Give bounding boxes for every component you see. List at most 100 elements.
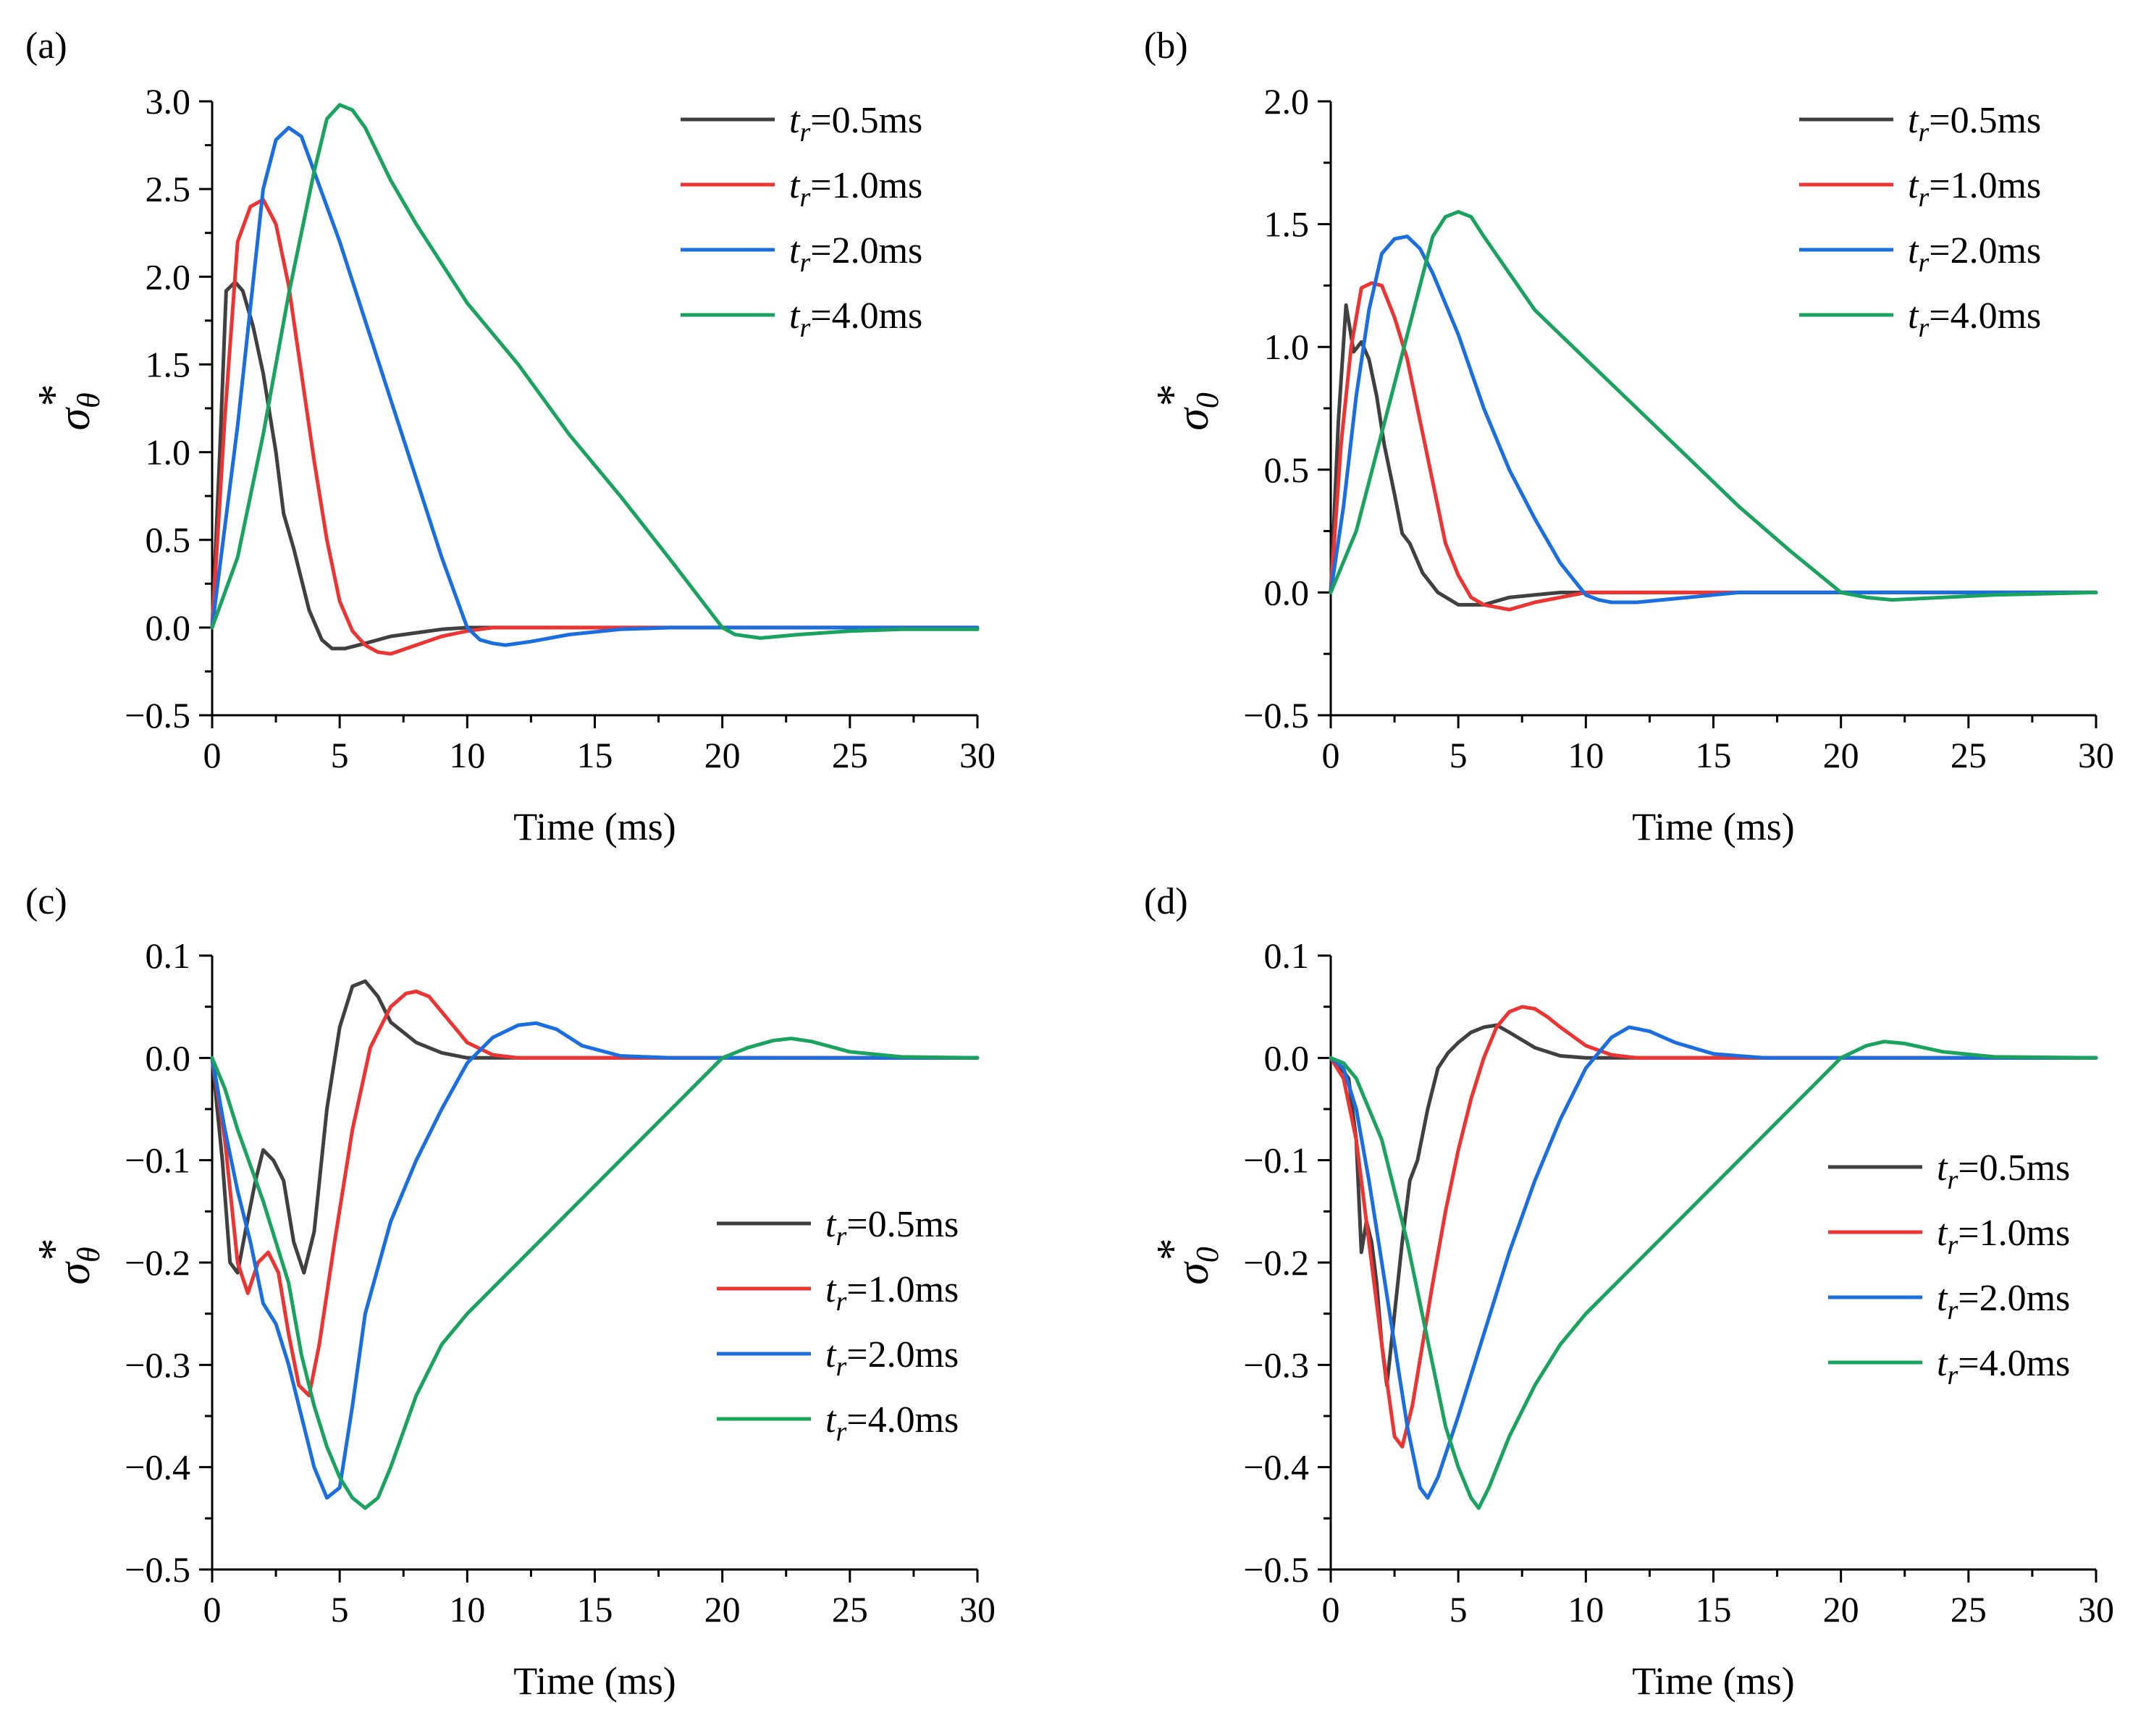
y-axis-symbol: σ xyxy=(50,1261,99,1285)
legend-var: t xyxy=(825,1269,837,1310)
y-tick-label: 1.0 xyxy=(146,432,191,473)
legend-label-2.0ms: tr=2.0ms xyxy=(789,230,922,278)
x-tick-label: 20 xyxy=(704,1589,741,1630)
y-tick-label: 2.5 xyxy=(146,169,191,209)
y-tick-label: 1.5 xyxy=(1264,204,1310,245)
legend-sub: r xyxy=(799,248,810,278)
y-axis-title: σ0* xyxy=(1148,386,1225,431)
y-tick-label: 0.0 xyxy=(1264,1037,1310,1078)
y-tick-label: −0.5 xyxy=(1243,695,1309,736)
legend-label-0.5ms: tr=0.5ms xyxy=(1908,100,2041,148)
legend-label-0.5ms: tr=0.5ms xyxy=(1937,1147,2070,1195)
x-tick-label: 5 xyxy=(1449,735,1468,775)
legend-sub: r xyxy=(1947,1230,1958,1260)
x-tick-label: 15 xyxy=(577,735,613,775)
panel-a-label: (a) xyxy=(25,25,67,67)
legend-value: =0.5ms xyxy=(846,1204,959,1245)
series-line-4.0ms xyxy=(1329,210,2098,602)
y-tick-label: 1.0 xyxy=(1264,326,1310,367)
y-axis-title: σ0* xyxy=(1148,1240,1225,1285)
series-line-0.5ms xyxy=(1329,1023,2098,1388)
series-line-0.5ms xyxy=(210,280,980,651)
legend-var: t xyxy=(789,295,801,337)
legend-var: t xyxy=(1937,1213,1948,1254)
legend-label-0.5ms: tr=0.5ms xyxy=(789,100,922,148)
legend-sub: r xyxy=(1918,248,1929,278)
legend-sub: r xyxy=(1918,313,1929,343)
series-line-2.0ms xyxy=(210,125,980,647)
y-tick-label: 2.0 xyxy=(146,256,191,297)
legend-sub: r xyxy=(836,1352,846,1382)
legend-value: =4.0ms xyxy=(1929,295,2041,337)
panel-d: (d) 0 5 10 15 20 25 30 −0.5 −0.4 −0.3 −0.2 −0.1 0.0 0.… xyxy=(1144,881,2114,1703)
legend-var: t xyxy=(1908,100,1919,141)
legend-sub: r xyxy=(799,182,810,213)
y-tick-label: 3.0 xyxy=(146,81,191,122)
legend-label-4.0ms: tr=4.0ms xyxy=(1937,1343,2070,1391)
x-tick-label: 20 xyxy=(1823,1589,1859,1630)
y-tick-label: −0.4 xyxy=(1243,1447,1309,1488)
y-tick-label: 0.1 xyxy=(146,935,191,976)
legend-var: t xyxy=(789,100,801,141)
legend-label-2.0ms: tr=2.0ms xyxy=(1908,230,2041,278)
series-line-1.0ms xyxy=(1329,281,2098,612)
x-tick-label: 5 xyxy=(331,1589,349,1630)
y-tick-label: 0.0 xyxy=(1264,572,1310,612)
series-line-2.0ms xyxy=(1329,1025,2098,1500)
y-tick-label: −0.5 xyxy=(125,1549,190,1590)
y-tick-label: −0.2 xyxy=(125,1242,190,1283)
x-tick-label: 30 xyxy=(959,735,996,775)
y-tick-label: −0.2 xyxy=(1243,1242,1309,1283)
series-line-1.0ms xyxy=(1329,1005,2098,1449)
x-tick-label: 0 xyxy=(1322,1589,1340,1630)
legend-value: =4.0ms xyxy=(846,1399,959,1441)
legend-label-1.0ms: tr=1.0ms xyxy=(825,1269,959,1317)
y-axis-subscript: θ xyxy=(71,1247,106,1263)
y-tick-label: −0.3 xyxy=(125,1344,190,1385)
y-axis-superscript: * xyxy=(30,1240,79,1263)
series-line-0.5ms xyxy=(1329,303,2098,607)
y-axis-symbol: σ xyxy=(1169,1261,1218,1285)
x-tick-label: 30 xyxy=(2078,1589,2114,1630)
x-tick-label: 15 xyxy=(577,1589,613,1630)
y-tick-label: 0.1 xyxy=(1264,935,1310,976)
panel-a: (a) 0 5 10 15 20 25 30 −0.5 0.0 0.5 1.0 1.5 2.0 2.5 3.0… xyxy=(25,25,996,848)
x-tick-label: 0 xyxy=(203,1589,222,1630)
x-tick-label: 25 xyxy=(1951,735,1987,775)
y-tick-label: −0.1 xyxy=(1243,1140,1309,1181)
legend-value: =1.0ms xyxy=(846,1269,959,1310)
legend-var: t xyxy=(789,165,801,206)
x-tick-label: 30 xyxy=(959,1589,996,1630)
panel-b: (b) 0 5 10 15 20 25 30 −0.5 0.0 0.5 1.0 1.5 2.0 Time (… xyxy=(1144,25,2114,848)
x-tick-label: 5 xyxy=(331,735,349,775)
series-line-2.0ms xyxy=(1329,235,2098,604)
y-axis-subscript: 0 xyxy=(1190,392,1225,408)
series-line-2.0ms xyxy=(210,1021,980,1500)
x-tick-label: 5 xyxy=(1449,1589,1468,1630)
legend-sub: r xyxy=(1918,182,1929,213)
legend-var: t xyxy=(825,1399,837,1441)
y-tick-label: −0.5 xyxy=(125,695,190,736)
legend-sub: r xyxy=(799,117,810,148)
y-axis-symbol: σ xyxy=(1169,407,1218,431)
y-axis-subscript: 0 xyxy=(1190,1247,1225,1263)
y-axis-subscript: θ xyxy=(71,392,106,408)
y-tick-label: −0.3 xyxy=(1243,1344,1309,1385)
x-axis-title: Time (ms) xyxy=(513,805,676,848)
panel-c-label: (c) xyxy=(25,881,67,922)
y-axis-superscript: * xyxy=(1148,386,1198,408)
series-line-4.0ms xyxy=(210,103,980,640)
panel-c: (c) 0 5 10 15 20 25 30 −0.5 −0.4 −0.3 −0.2 −0.1 0.0 0.… xyxy=(25,881,996,1703)
legend-value: =1.0ms xyxy=(1958,1213,2070,1254)
legend-label-2.0ms: tr=2.0ms xyxy=(825,1334,959,1382)
legend-sub: r xyxy=(836,1221,846,1252)
legend-var: t xyxy=(1908,165,1919,206)
x-axis-title: Time (ms) xyxy=(1632,805,1795,848)
y-axis-superscript: * xyxy=(30,386,79,408)
legend-value: =1.0ms xyxy=(1929,165,2041,206)
y-tick-label: 2.0 xyxy=(1264,81,1310,122)
